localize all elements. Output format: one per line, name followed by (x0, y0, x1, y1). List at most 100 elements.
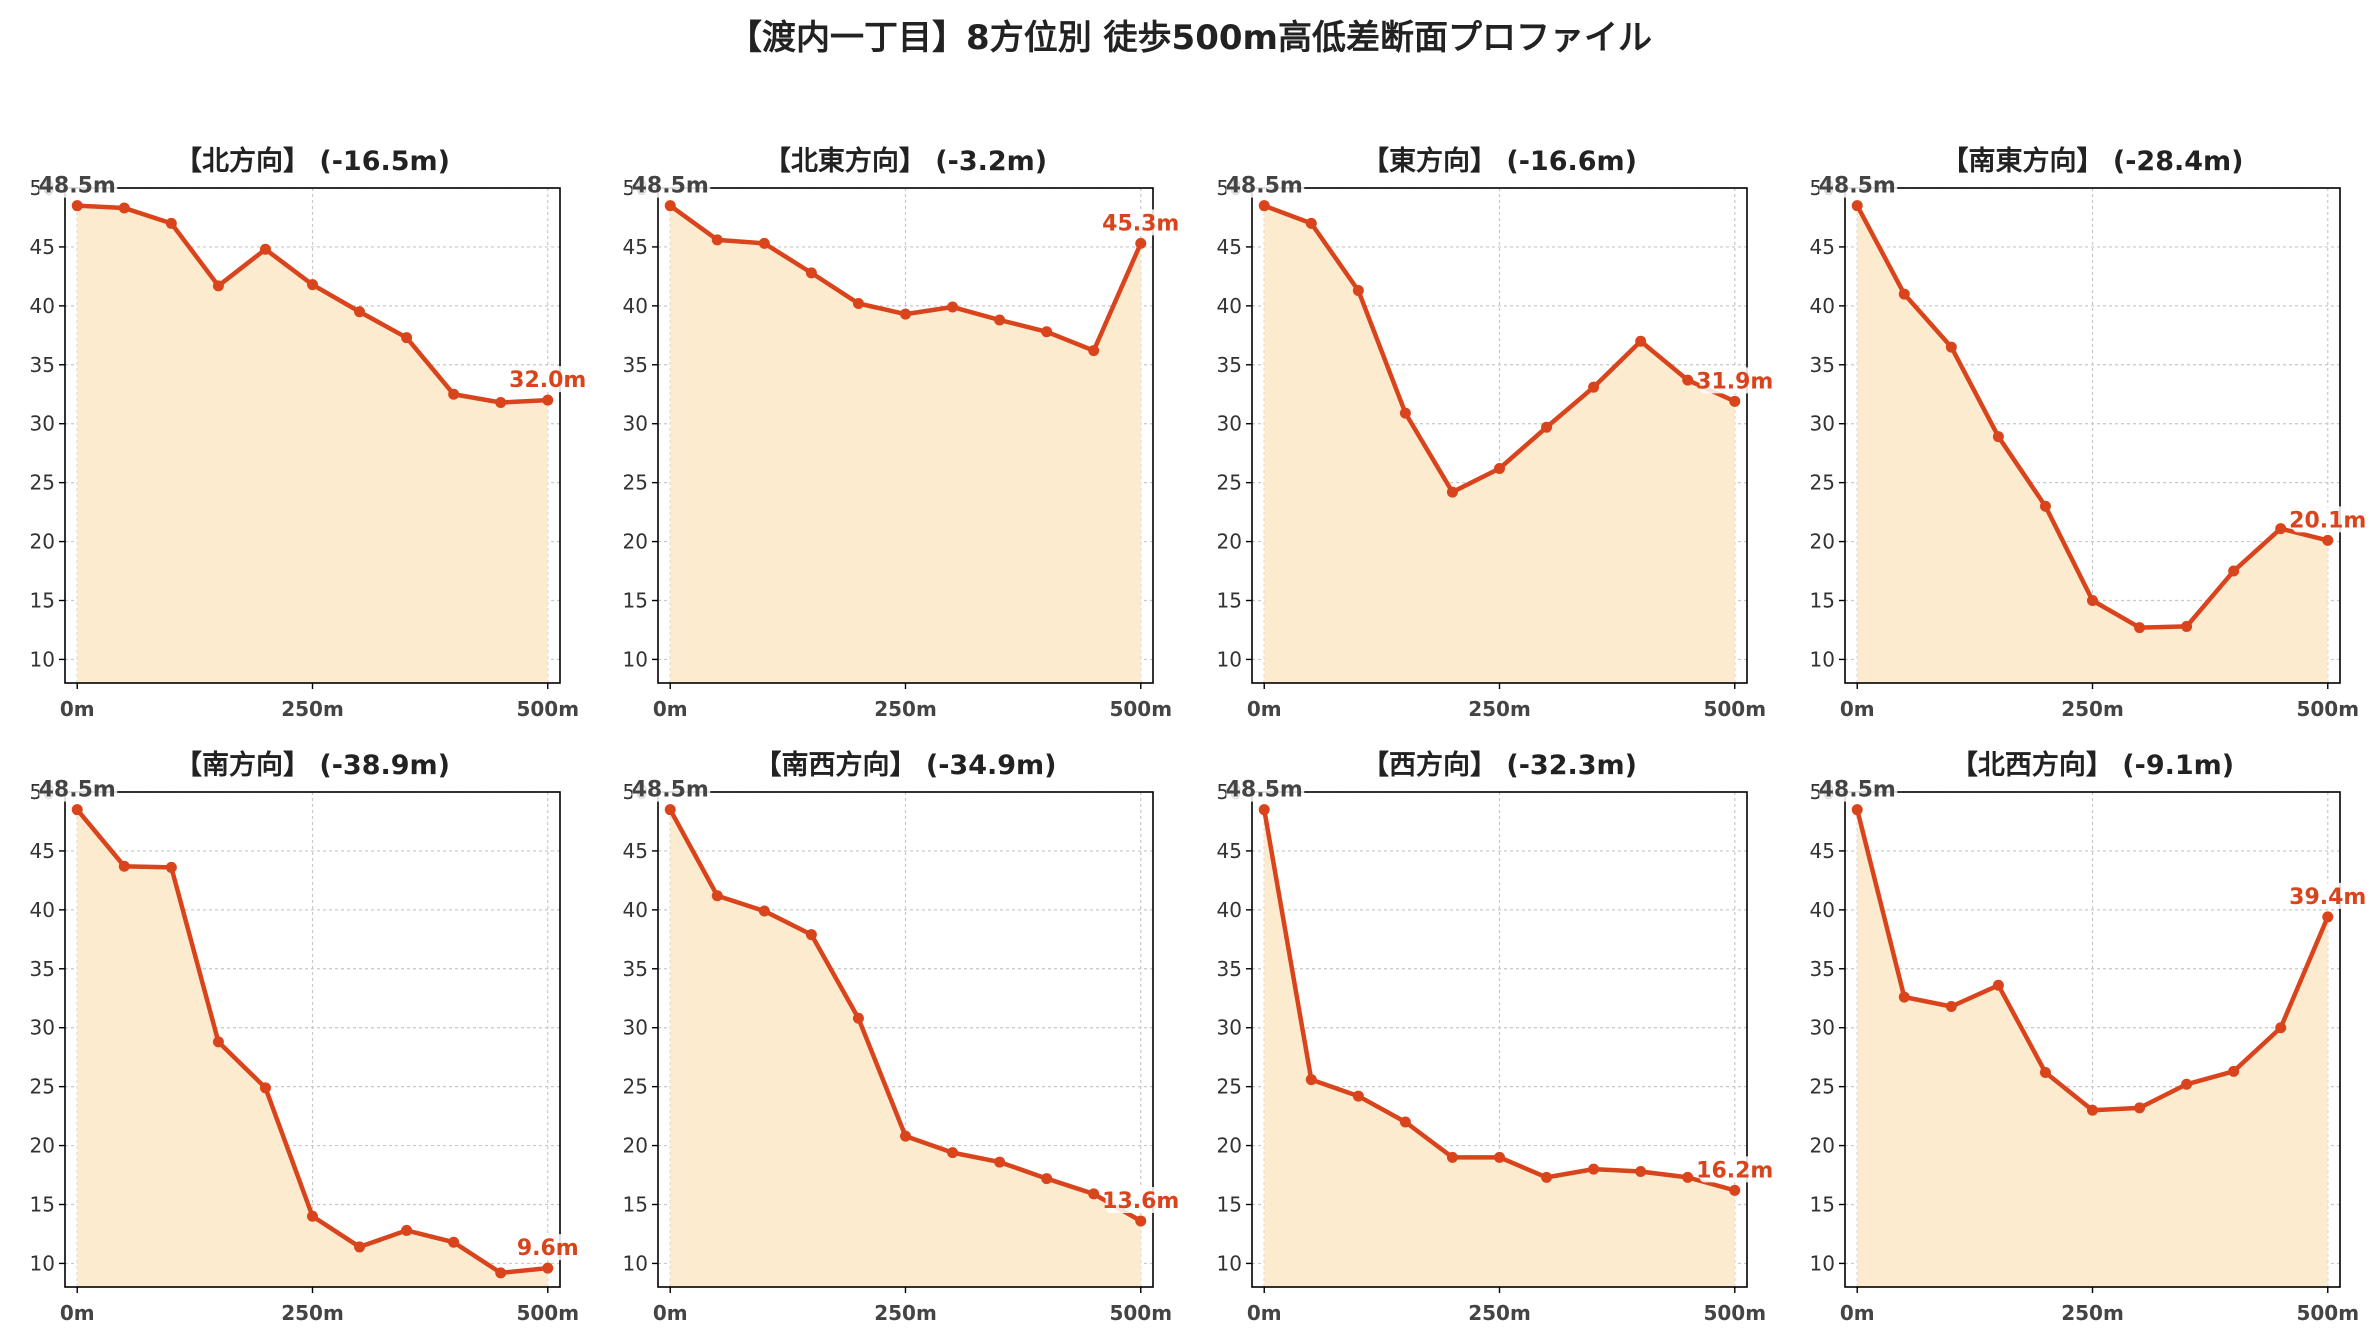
panel-title: 【東方向】 (-16.6m) (1362, 145, 1637, 177)
x-tick-label: 0m (653, 697, 688, 721)
data-point (165, 217, 177, 229)
y-tick-label: 30 (623, 1016, 648, 1040)
y-tick-label: 20 (623, 530, 648, 554)
y-tick-label: 35 (30, 353, 55, 377)
data-point (1992, 431, 2004, 443)
x-tick-label: 250m (281, 1301, 344, 1325)
end-label-bg (1699, 367, 1771, 394)
y-tick-label: 15 (1217, 1193, 1242, 1217)
data-point (354, 1241, 366, 1253)
panel-title: 【北東方向】 (-3.2m) (764, 145, 1047, 177)
data-point (994, 1156, 1006, 1168)
start-label-bg (632, 171, 711, 198)
start-label-bg (632, 775, 711, 802)
y-tick-label: 40 (1810, 898, 1835, 922)
data-point (1135, 1215, 1147, 1227)
start-elevation-label: 48.5m (1226, 174, 1303, 199)
data-point (1088, 345, 1100, 357)
data-point (2228, 565, 2240, 577)
y-tick-label: 20 (1217, 1134, 1242, 1158)
y-tick-label: 20 (30, 530, 55, 554)
end-elevation-label: 20.1m (2289, 508, 2366, 533)
y-tick-label: 35 (1810, 957, 1835, 981)
chart-panel-0: 【北方向】 (-16.5m)1015202530354045500m250m50… (30, 145, 587, 721)
y-tick-label: 30 (30, 412, 55, 436)
data-point (2181, 1078, 2193, 1090)
data-point (1588, 1163, 1600, 1175)
start-elevation-label: 48.5m (1226, 778, 1303, 803)
data-point (947, 301, 959, 313)
data-point (1088, 1188, 1100, 1200)
start-label-bg (1226, 171, 1305, 198)
y-tick-label: 15 (1217, 589, 1242, 613)
elevation-area (1264, 809, 1735, 1287)
x-tick-label: 250m (1468, 697, 1531, 721)
x-tick-label: 500m (2296, 1301, 2359, 1325)
y-tick-label: 35 (1217, 353, 1242, 377)
data-point (448, 1236, 460, 1248)
data-point (1352, 1090, 1364, 1102)
start-label-bg (1819, 775, 1898, 802)
x-tick-label: 0m (653, 1301, 688, 1325)
data-point (354, 306, 366, 318)
end-label-bg (2292, 506, 2364, 533)
y-tick-label: 25 (1810, 1075, 1835, 1099)
chart-panel-2: 【東方向】 (-16.6m)1015202530354045500m250m50… (1217, 145, 1774, 721)
panel-title: 【南東方向】 (-28.4m) (1941, 145, 2243, 177)
data-point (1729, 395, 1741, 407)
x-tick-label: 500m (1703, 1301, 1766, 1325)
data-point (1041, 1173, 1053, 1185)
data-point (1446, 1151, 1458, 1163)
data-point (2181, 620, 2193, 632)
data-point (711, 890, 723, 902)
data-point (1258, 804, 1270, 816)
data-point (2322, 534, 2334, 546)
data-point (1352, 285, 1364, 297)
end-label-bg (512, 366, 584, 393)
data-point (118, 860, 130, 872)
elevation-area (77, 205, 548, 683)
end-elevation-label: 39.4m (2289, 885, 2366, 910)
panel-title: 【南西方向】 (-34.9m) (754, 749, 1056, 781)
y-tick-label: 25 (1217, 471, 1242, 495)
chart-panel-4: 【南方向】 (-38.9m)1015202530354045500m250m50… (30, 749, 580, 1325)
y-tick-label: 25 (623, 1075, 648, 1099)
data-point (307, 1210, 318, 1222)
start-elevation-label: 48.5m (1819, 778, 1896, 803)
data-point (2275, 1022, 2287, 1034)
data-point (852, 298, 864, 309)
data-point (1682, 1171, 1694, 1183)
data-point (805, 267, 817, 279)
end-label-bg (1699, 1156, 1771, 1183)
y-tick-label: 20 (30, 1134, 55, 1158)
data-point (401, 332, 413, 344)
y-tick-label: 10 (1217, 1251, 1242, 1275)
y-tick-label: 20 (1810, 1134, 1835, 1158)
x-tick-label: 250m (1468, 1301, 1531, 1325)
chart-panel-3: 【南東方向】 (-28.4m)1015202530354045500m250m5… (1810, 145, 2367, 721)
y-tick-label: 10 (30, 647, 55, 671)
y-tick-label: 35 (623, 957, 648, 981)
end-label-bg (518, 1234, 577, 1261)
x-tick-label: 500m (1109, 1301, 1172, 1325)
data-point (1945, 1001, 1957, 1012)
data-point (664, 804, 676, 816)
data-point (758, 905, 770, 917)
data-point (1305, 1074, 1317, 1086)
data-point (495, 1267, 507, 1279)
y-tick-label: 20 (1217, 530, 1242, 554)
y-tick-label: 25 (30, 1075, 55, 1099)
x-tick-label: 500m (516, 1301, 579, 1325)
data-point (542, 394, 554, 406)
y-tick-label: 10 (623, 1251, 648, 1275)
y-tick-label: 15 (1810, 1193, 1835, 1217)
panel-title: 【南方向】 (-38.9m) (175, 749, 450, 781)
panel-title: 【北方向】 (-16.5m) (175, 145, 450, 177)
y-tick-label: 10 (623, 647, 648, 671)
start-label-bg (1226, 775, 1305, 802)
data-point (1446, 486, 1458, 498)
y-tick-label: 45 (1217, 235, 1242, 259)
y-tick-label: 40 (623, 294, 648, 318)
chart-panel-5: 【南西方向】 (-34.9m)1015202530354045500m250m5… (623, 749, 1180, 1325)
